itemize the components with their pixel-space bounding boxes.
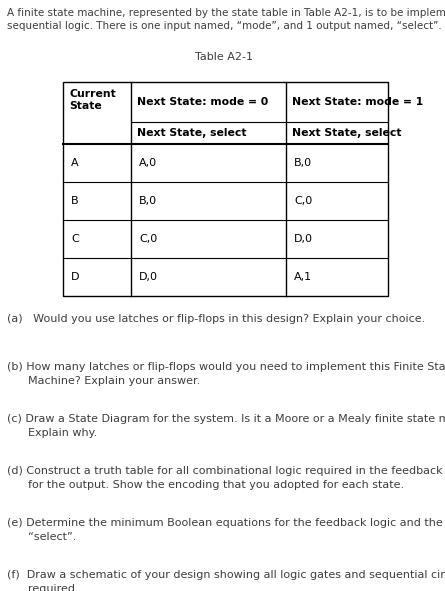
Text: (d) Construct a truth table for all combinational logic required in the feedback: (d) Construct a truth table for all comb… [7,466,445,490]
Text: B,0: B,0 [294,158,312,168]
Text: B: B [71,196,79,206]
Text: State: State [69,101,102,111]
Text: (e) Determine the minimum Boolean equations for the feedback logic and the outpu: (e) Determine the minimum Boolean equati… [7,518,445,542]
Text: Next State: mode = 0: Next State: mode = 0 [137,97,268,107]
Text: Next State: mode = 1: Next State: mode = 1 [292,97,423,107]
Text: C,0: C,0 [139,234,157,244]
Text: Table A2-1: Table A2-1 [195,52,253,62]
Text: C,0: C,0 [294,196,312,206]
Bar [63,82,388,296]
Text: A,1: A,1 [294,272,312,282]
Text: Current: Current [69,89,116,99]
Text: Next State, select: Next State, select [292,128,401,138]
Text: A,0: A,0 [139,158,157,168]
Text: B,0: B,0 [139,196,157,206]
Text: sequential logic. There is one input named, “mode”, and 1 output named, “select”: sequential logic. There is one input nam… [7,21,442,31]
Text: (c) Draw a State Diagram for the system. Is it a Moore or a Mealy finite state m: (c) Draw a State Diagram for the system.… [7,414,445,438]
Text: D,0: D,0 [294,234,313,244]
Text: Next State, select: Next State, select [137,128,247,138]
Text: (f)  Draw a schematic of your design showing all logic gates and sequential circ: (f) Draw a schematic of your design show… [7,570,445,591]
Text: (b) How many latches or flip-flops would you need to implement this Finite State: (b) How many latches or flip-flops would… [7,362,445,386]
Text: D: D [71,272,80,282]
Text: D,0: D,0 [139,272,158,282]
Text: C: C [71,234,79,244]
Text: (a)   Would you use latches or flip-flops in this design? Explain your choice.: (a) Would you use latches or flip-flops … [7,314,425,324]
Text: A: A [71,158,79,168]
Text: A finite state machine, represented by the state table in Table A2-1, is to be i: A finite state machine, represented by t… [7,8,445,18]
